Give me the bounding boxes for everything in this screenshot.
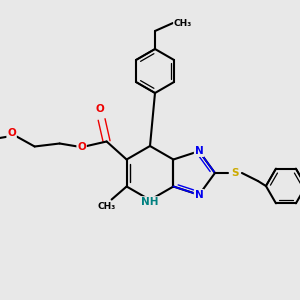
Text: S: S [231, 168, 239, 178]
Text: N: N [195, 146, 203, 156]
Text: O: O [77, 142, 86, 152]
Text: O: O [7, 128, 16, 139]
Text: N: N [195, 190, 203, 200]
Text: O: O [95, 104, 104, 115]
Text: CH₃: CH₃ [98, 202, 116, 211]
Text: NH: NH [141, 197, 159, 207]
Text: CH₃: CH₃ [174, 19, 192, 28]
